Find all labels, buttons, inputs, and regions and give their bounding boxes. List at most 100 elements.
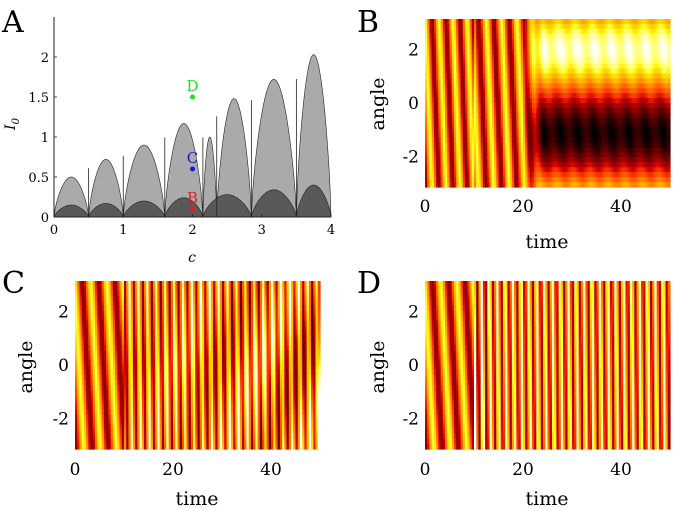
heatmap-cell <box>536 157 540 163</box>
heatmap-cell <box>596 33 600 40</box>
heatmap-cell <box>489 127 493 134</box>
heatmap-cell <box>427 142 431 149</box>
heatmap-cell <box>465 112 468 119</box>
heatmap-cell <box>645 28 649 35</box>
heatmap-cell <box>565 43 569 50</box>
heatmap-cell <box>121 325 125 332</box>
heatmap-cell <box>101 394 105 401</box>
heatmap-cell <box>451 19 455 25</box>
heatmap-cell <box>600 88 604 94</box>
heatmap-cell <box>88 444 92 450</box>
heatmap-cell <box>117 444 121 450</box>
heatmap-cell <box>474 162 477 168</box>
heatmap-cell <box>507 147 511 154</box>
panel-a-y-tick-label: 0 <box>41 211 49 226</box>
heatmap-cell <box>663 63 667 70</box>
heatmap-cell <box>150 404 154 411</box>
heatmap-cell <box>440 78 444 84</box>
heatmap-cell <box>482 83 486 89</box>
heatmap-cell <box>661 107 664 114</box>
heatmap-cell <box>130 384 134 391</box>
heatmap-cell <box>498 117 502 124</box>
heatmap-cell <box>75 434 78 440</box>
heatmap-cell <box>124 399 127 406</box>
heatmap-cell <box>115 374 118 381</box>
heatmap-cell <box>81 399 85 406</box>
heatmap-cell <box>500 107 504 114</box>
heatmap-cell <box>627 48 631 55</box>
heatmap-cell <box>572 132 575 139</box>
heatmap-cell <box>587 48 591 55</box>
heatmap-cell <box>558 172 562 178</box>
heatmap-cell <box>652 162 656 168</box>
heatmap-cell <box>126 325 130 332</box>
heatmap-cell <box>632 98 635 104</box>
heatmap-cell <box>480 137 484 144</box>
heatmap-cell <box>141 379 145 386</box>
heatmap-cell <box>132 404 136 411</box>
heatmap-cell <box>128 345 132 351</box>
heatmap-cell <box>498 63 502 70</box>
heatmap-cell <box>500 162 504 168</box>
heatmap-cell <box>625 93 629 99</box>
heatmap-cell <box>86 345 89 351</box>
heatmap-cell <box>445 107 448 114</box>
heatmap-cell <box>647 88 651 94</box>
heatmap-cell <box>476 182 480 188</box>
heatmap-cell <box>583 53 586 60</box>
heatmap-cell <box>124 419 127 425</box>
heatmap-cell <box>132 374 136 381</box>
heatmap-cell <box>152 315 156 322</box>
heatmap-cell <box>654 172 658 178</box>
heatmap-cell <box>612 38 615 45</box>
heatmap-cell <box>654 167 658 173</box>
heatmap-cell <box>658 43 662 50</box>
heatmap-cell <box>119 360 123 366</box>
heatmap-cell <box>589 103 593 109</box>
heatmap-cell <box>583 177 586 183</box>
heatmap-cell <box>529 28 533 35</box>
heatmap-cell <box>115 369 118 376</box>
heatmap-cell <box>663 48 667 55</box>
heatmap-cell <box>649 152 653 158</box>
heatmap-cell <box>436 83 439 89</box>
heatmap-cell <box>634 28 638 35</box>
heatmap-cell <box>649 172 653 178</box>
heatmap-cell <box>487 48 491 55</box>
heatmap-cell <box>474 167 477 173</box>
heatmap-cell <box>489 103 493 109</box>
heatmap-cell <box>467 157 471 163</box>
heatmap-cell <box>625 63 629 70</box>
heatmap-cell <box>625 38 629 45</box>
heatmap-cell <box>629 83 633 89</box>
heatmap-cell <box>83 360 87 366</box>
heatmap-cell <box>518 78 522 84</box>
heatmap-cell <box>75 335 78 341</box>
heatmap-cell <box>549 142 553 149</box>
heatmap-cell <box>578 157 582 163</box>
heatmap-cell <box>634 117 638 124</box>
heatmap-cell <box>587 182 591 188</box>
heatmap-cell <box>536 93 540 99</box>
heatmap-cell <box>516 98 520 104</box>
heatmap-cell <box>661 48 664 55</box>
heatmap-cell <box>88 355 92 361</box>
heatmap-cell <box>502 53 506 60</box>
heatmap-cell <box>438 132 442 139</box>
heatmap-cell <box>580 58 584 65</box>
heatmap-cell <box>79 360 83 366</box>
heatmap-cell <box>494 48 497 55</box>
heatmap-cell <box>545 103 549 109</box>
heatmap-cell <box>598 147 602 154</box>
heatmap-cell <box>623 132 627 139</box>
heatmap-cell <box>75 350 78 356</box>
heatmap-cell <box>456 53 460 60</box>
heatmap-cell <box>487 43 491 50</box>
heatmap-cell <box>525 98 529 104</box>
heatmap-cell <box>621 23 624 30</box>
heatmap-cell <box>614 48 618 55</box>
heatmap-cell <box>587 127 591 134</box>
heatmap-cell <box>563 162 566 168</box>
heatmap-cell <box>527 38 531 45</box>
